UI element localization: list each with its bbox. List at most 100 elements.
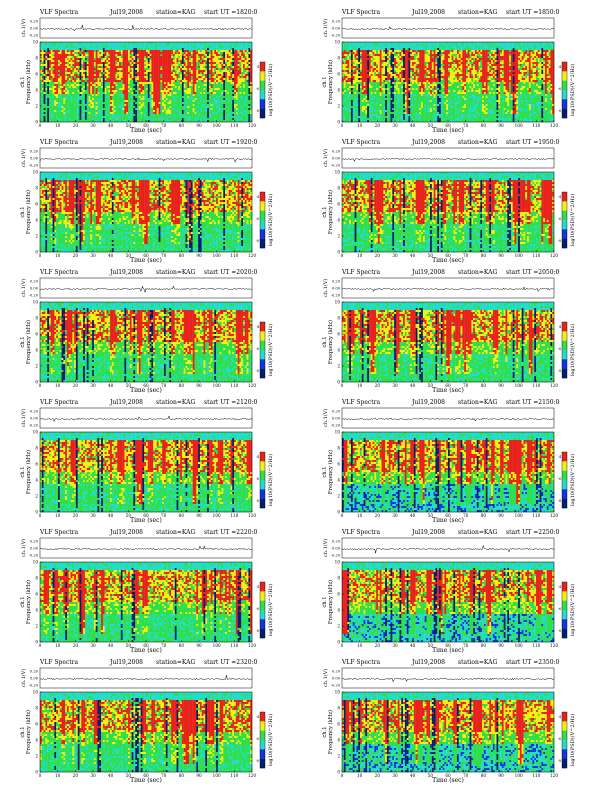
time-tick-label: 10 (55, 513, 61, 518)
colorbar-label: log10(PSD)(V^2/Hz) (569, 714, 576, 766)
freq-tick-label: 6 (35, 332, 38, 337)
time-tick-label: 120 (248, 123, 256, 128)
panel-date: Jul19,2008 (411, 9, 445, 16)
spec-ylabel: ch.1 (20, 466, 26, 477)
spectrogram-panel: VLF Spectra Jul19,2008 station=KAG start UT… (322, 269, 576, 394)
time-tick-label: 70 (463, 383, 469, 388)
panel-date: Jul19,2008 (411, 399, 445, 406)
freq-tick-label: 2 (35, 624, 38, 629)
freq-tick-label: 10 (335, 170, 341, 175)
time-tick-label: 80 (481, 643, 487, 648)
colorbar (561, 711, 568, 769)
colorbar-tick-label: -4 (256, 65, 259, 69)
freq-tick-label: 4 (337, 218, 340, 223)
time-tick-label: 120 (550, 123, 558, 128)
time-tick-label: 20 (73, 773, 79, 778)
time-tick-label: 70 (161, 383, 167, 388)
spec-ylabel: ch.1 (322, 336, 328, 347)
colorbar-tick-label: -4 (256, 585, 259, 589)
freq-tick-label: 4 (35, 478, 38, 483)
time-xlabel: Time (sec) (130, 127, 162, 134)
ts-tick-label: 0.00 (332, 547, 341, 551)
colorbar-label: log10(PSD)(V^2/Hz) (569, 584, 576, 636)
time-tick-label: 0 (341, 773, 344, 778)
spec-ylabel: ch.1 (322, 726, 328, 737)
time-tick-label: 50 (126, 643, 132, 648)
ts-trace (39, 675, 252, 681)
spectrogram-heatmap (342, 172, 555, 253)
colorbar-tick-label: -6 (256, 87, 259, 91)
time-tick-label: 40 (108, 123, 114, 128)
freq-tick-label: 0 (35, 510, 38, 515)
colorbar-tick-label: -4 (558, 325, 561, 329)
time-tick-label: 50 (126, 773, 132, 778)
colorbar (259, 61, 266, 119)
freq-tick-label: 6 (337, 332, 340, 337)
freq-tick-label: 10 (33, 40, 39, 45)
panel-station: station=KAG (458, 9, 497, 16)
freq-tick-label: 0 (337, 120, 340, 125)
ts-tick-label: -0.20 (331, 684, 341, 688)
ts-trace (39, 24, 253, 32)
spec-ylabel: Frequency (kHz) (327, 320, 334, 364)
time-tick-label: 40 (108, 383, 114, 388)
time-tick-label: 40 (108, 513, 114, 518)
ts-trace (341, 25, 555, 31)
time-tick-label: 10 (357, 383, 363, 388)
spec-ylabel: ch.1 (322, 466, 328, 477)
time-tick-label: 80 (481, 123, 487, 128)
spectrogram-panel: VLF Spectra Jul19,2008 station=KAG start UT… (20, 659, 274, 784)
time-tick-label: 70 (463, 643, 469, 648)
ts-tick-label: 0.20 (30, 670, 39, 674)
panel-date: Jul19,2008 (109, 659, 143, 666)
panel-station: station=KAG (458, 659, 497, 666)
panel-date: Jul19,2008 (109, 399, 143, 406)
time-xlabel: Time (sec) (130, 647, 162, 654)
spec-ylabel: Frequency (kHz) (25, 320, 32, 364)
spectrogram-heatmap (40, 302, 253, 383)
panel-start-ut: start UT =2320:0 (204, 659, 258, 666)
spectrogram-panel: VLF Spectra Jul19,2008 station=KAG start UT… (322, 659, 576, 784)
ts-tick-label: -0.20 (29, 424, 39, 428)
timeseries-frame (39, 537, 253, 559)
time-tick-label: 90 (498, 383, 504, 388)
freq-tick-label: 4 (337, 738, 340, 743)
time-tick-label: 80 (481, 773, 487, 778)
colorbar-label: log10(PSD)(V^2/Hz) (267, 454, 274, 506)
freq-tick-label: 8 (337, 316, 340, 321)
panel-title: VLF Spectra (39, 659, 79, 666)
time-tick-label: 20 (73, 123, 79, 128)
time-tick-label: 10 (55, 253, 61, 258)
time-tick-label: 30 (90, 383, 96, 388)
spec-ylabel: ch.1 (20, 336, 26, 347)
freq-tick-label: 2 (35, 754, 38, 759)
panel-title: VLF Spectra (39, 269, 79, 276)
spectrogram-heatmap (40, 432, 253, 513)
time-tick-label: 100 (515, 773, 523, 778)
colorbar (259, 451, 266, 509)
ts-trace (39, 285, 252, 293)
time-tick-label: 50 (126, 123, 132, 128)
spectrogram-heatmap (342, 42, 555, 123)
time-tick-label: 120 (248, 643, 256, 648)
colorbar-label: log10(PSD)(V^2/Hz) (267, 584, 274, 636)
freq-tick-label: 0 (337, 510, 340, 515)
freq-tick-label: 2 (337, 624, 340, 629)
time-tick-label: 30 (90, 123, 96, 128)
time-tick-label: 50 (428, 513, 434, 518)
time-xlabel: Time (sec) (130, 777, 162, 784)
ts-tick-label: 0.00 (30, 157, 39, 161)
freq-tick-label: 2 (35, 234, 38, 239)
ts-ylabel: ch.1(V) (20, 19, 27, 37)
colorbar-tick-label: -4 (558, 585, 561, 589)
panel-station: station=KAG (156, 529, 195, 536)
colorbar-label: log10(PSD)(V^2/Hz) (569, 194, 576, 246)
time-tick-label: 120 (550, 253, 558, 258)
panel-date: Jul19,2008 (411, 529, 445, 536)
time-tick-label: 20 (375, 643, 381, 648)
time-tick-label: 100 (515, 383, 523, 388)
spectrogram-panel: VLF Spectra Jul19,2008 station=KAG start UT… (20, 529, 274, 654)
time-xlabel: Time (sec) (130, 387, 162, 394)
timeseries-frame (341, 147, 555, 169)
panel-title: VLF Spectra (39, 9, 79, 16)
